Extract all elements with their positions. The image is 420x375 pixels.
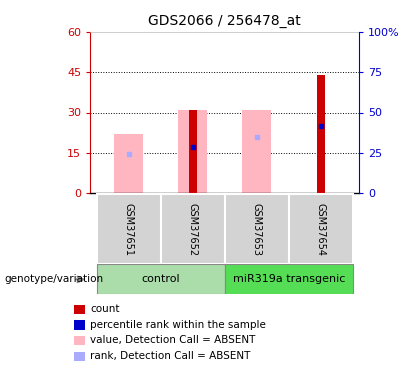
Text: count: count <box>90 304 120 314</box>
Bar <box>74 304 85 314</box>
Text: value, Detection Call = ABSENT: value, Detection Call = ABSENT <box>90 336 256 345</box>
Bar <box>97 194 161 264</box>
Bar <box>74 352 85 361</box>
Text: GSM37652: GSM37652 <box>188 202 198 256</box>
Bar <box>97 264 225 294</box>
Text: miR319a transgenic: miR319a transgenic <box>233 274 345 284</box>
Bar <box>114 134 143 193</box>
Bar <box>74 320 85 330</box>
Text: rank, Detection Call = ABSENT: rank, Detection Call = ABSENT <box>90 351 251 361</box>
Text: percentile rank within the sample: percentile rank within the sample <box>90 320 266 330</box>
Bar <box>74 336 85 345</box>
Bar <box>225 264 353 294</box>
Text: GSM37654: GSM37654 <box>316 202 326 256</box>
Bar <box>289 194 353 264</box>
Bar <box>178 110 207 193</box>
Text: genotype/variation: genotype/variation <box>4 274 103 284</box>
Bar <box>161 194 225 264</box>
Bar <box>242 110 271 193</box>
Text: GSM37651: GSM37651 <box>124 202 134 256</box>
Text: GSM37653: GSM37653 <box>252 202 262 256</box>
Bar <box>225 194 289 264</box>
Bar <box>189 110 197 193</box>
Text: control: control <box>142 274 180 284</box>
Title: GDS2066 / 256478_at: GDS2066 / 256478_at <box>148 14 301 28</box>
Bar <box>317 75 325 193</box>
